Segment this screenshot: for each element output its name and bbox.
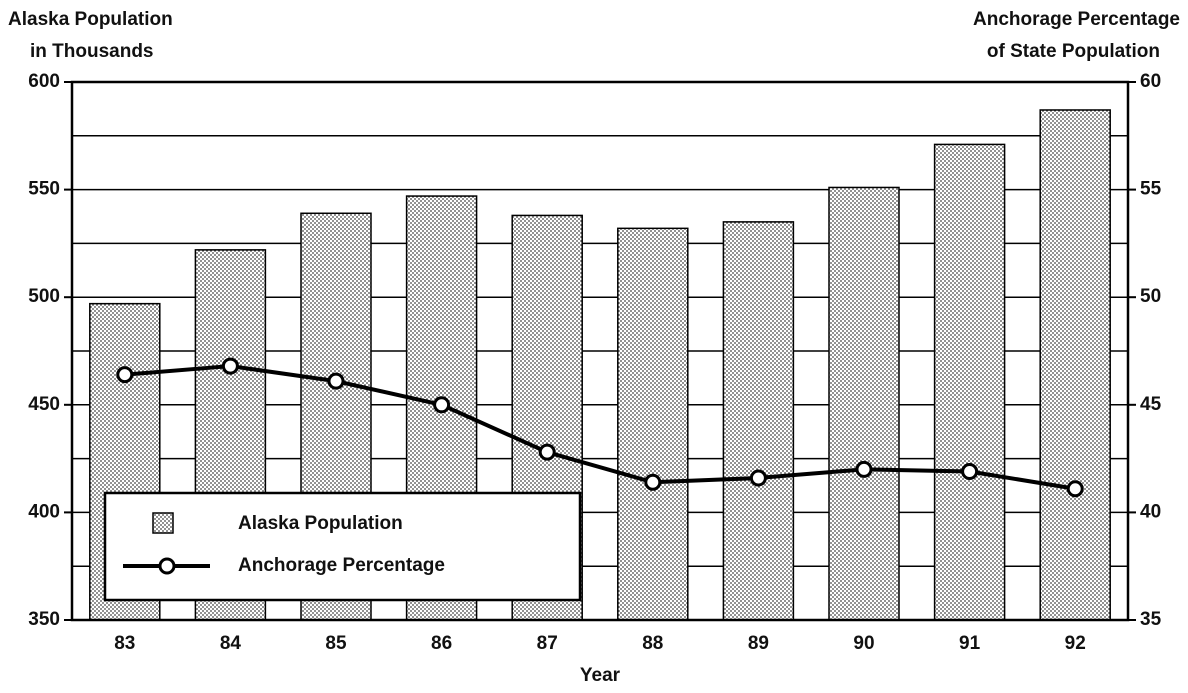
y-tick-label: 450 (28, 394, 60, 415)
line-marker (116, 366, 134, 384)
bar (1039, 109, 1111, 621)
x-tick-label: 91 (959, 633, 981, 654)
legend-label: Anchorage Percentage (238, 555, 445, 576)
x-tick-label: 83 (114, 633, 135, 654)
y-tick-label: 550 (28, 179, 60, 200)
bar (617, 227, 689, 621)
y-tick-label: 500 (28, 286, 60, 307)
x-tick-label: 92 (1065, 633, 1086, 654)
y2-tick-label: 60 (1140, 71, 1161, 92)
legend-swatch (152, 512, 174, 534)
y-axis-label: Alaska Population (8, 9, 173, 30)
x-tick-label: 88 (642, 633, 663, 654)
x-tick-label: 89 (748, 633, 769, 654)
x-tick-label: 85 (325, 633, 347, 654)
y2-tick-label: 35 (1140, 609, 1162, 630)
line-marker (538, 443, 556, 461)
y2-axis-label: of State Population (987, 41, 1160, 62)
x-tick-label: 86 (431, 633, 452, 654)
bar (828, 186, 900, 621)
legend-label: Alaska Population (238, 513, 403, 534)
line (124, 364, 1076, 491)
y2-axis-label: Anchorage Percentage (973, 9, 1180, 30)
y-tick-label: 600 (28, 71, 60, 92)
x-tick-label: 90 (853, 633, 874, 654)
y2-tick-label: 50 (1140, 286, 1161, 307)
line-marker (961, 463, 979, 481)
line-marker (1066, 480, 1084, 498)
x-tick-label: 87 (537, 633, 558, 654)
line-marker (855, 460, 873, 478)
y2-tick-label: 45 (1140, 394, 1162, 415)
x-axis-label: Year (580, 665, 621, 686)
legend-marker (158, 557, 176, 575)
line-marker (327, 372, 345, 390)
line-marker (644, 473, 662, 491)
line-marker (749, 469, 767, 487)
line-marker (221, 357, 239, 375)
plot-frame (70, 80, 1130, 622)
y2-tick-label: 40 (1140, 501, 1161, 522)
bar (933, 143, 1006, 621)
y2-tick-label: 55 (1140, 179, 1162, 200)
line-marker (433, 396, 451, 414)
y-tick-label: 400 (28, 501, 60, 522)
bar (722, 221, 795, 621)
legend-box (103, 491, 582, 602)
y-tick-label: 350 (28, 609, 60, 630)
x-tick-label: 84 (220, 633, 242, 654)
y-axis-label: in Thousands (30, 41, 154, 62)
